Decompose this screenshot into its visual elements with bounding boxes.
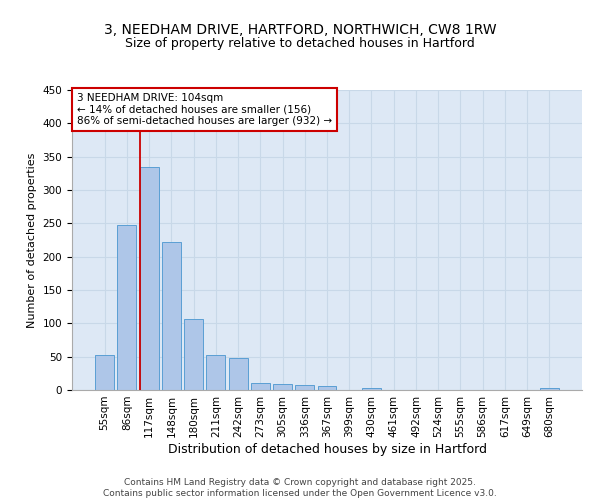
- Bar: [118, 226, 136, 390]
- Bar: [273, 384, 292, 390]
- Bar: [251, 384, 270, 390]
- Text: 3 NEEDHAM DRIVE: 104sqm
← 14% of detached houses are smaller (156)
86% of semi-d: 3 NEEDHAM DRIVE: 104sqm ← 14% of detache…: [77, 93, 332, 126]
- Text: Size of property relative to detached houses in Hartford: Size of property relative to detached ho…: [125, 38, 475, 51]
- Bar: [295, 386, 314, 390]
- Y-axis label: Number of detached properties: Number of detached properties: [27, 152, 37, 328]
- Text: 3, NEEDHAM DRIVE, HARTFORD, NORTHWICH, CW8 1RW: 3, NEEDHAM DRIVE, HARTFORD, NORTHWICH, C…: [104, 22, 496, 36]
- Bar: [362, 388, 381, 390]
- Bar: [162, 242, 181, 390]
- Bar: [540, 388, 559, 390]
- Text: Contains HM Land Registry data © Crown copyright and database right 2025.
Contai: Contains HM Land Registry data © Crown c…: [103, 478, 497, 498]
- Bar: [206, 356, 225, 390]
- Bar: [317, 386, 337, 390]
- X-axis label: Distribution of detached houses by size in Hartford: Distribution of detached houses by size …: [167, 442, 487, 456]
- Bar: [229, 358, 248, 390]
- Bar: [95, 354, 114, 390]
- Bar: [184, 318, 203, 390]
- Bar: [140, 166, 158, 390]
